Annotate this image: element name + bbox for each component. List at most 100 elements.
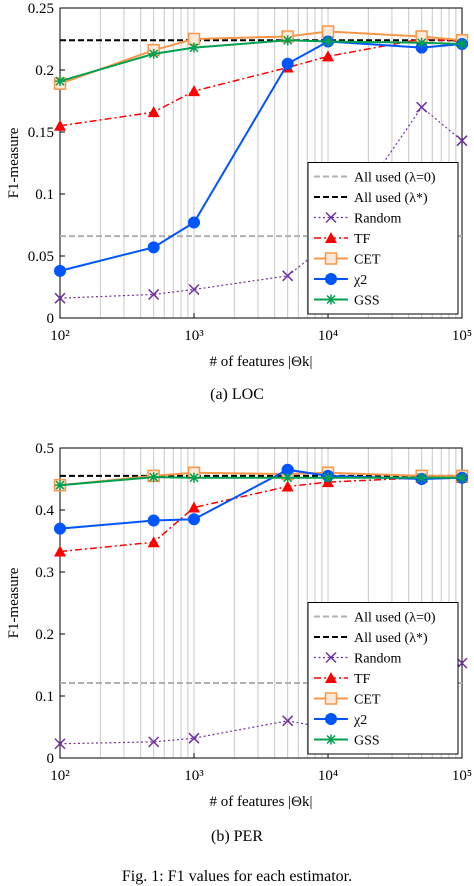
legend: All used (λ=0) All used (λ*) Random TF CET χ2… bbox=[307, 602, 459, 755]
data-point-tf bbox=[54, 545, 66, 557]
data-point-random bbox=[188, 732, 200, 744]
figure-caption: Fig. 1: F1 values for each estimator. bbox=[121, 868, 353, 885]
y-axis-label: F1-measure bbox=[6, 127, 22, 198]
legend-label: TF bbox=[354, 672, 371, 687]
legend-marker bbox=[325, 672, 337, 683]
legend-label: All used (λ=0) bbox=[354, 611, 436, 626]
data-point-cet bbox=[321, 25, 335, 38]
legend-label: All used (λ=0) bbox=[354, 171, 436, 186]
legend-marker bbox=[324, 252, 338, 265]
x-tick-label: 10⁴ bbox=[318, 768, 338, 784]
legend-marker bbox=[325, 211, 337, 224]
data-point-random bbox=[416, 101, 428, 113]
y-axis-label: F1-measure bbox=[6, 567, 22, 638]
per-chart: 0 0.1 0.2 0.3 0.4 0.5 10² 10³ 10⁴ 10⁵ # of feature… bbox=[6, 441, 472, 810]
data-point-2 bbox=[147, 514, 160, 527]
legend-label: GSS bbox=[354, 734, 380, 749]
legend-marker bbox=[326, 294, 336, 305]
series-gss bbox=[55, 35, 467, 87]
data-point-2 bbox=[54, 522, 66, 535]
legend-marker bbox=[326, 734, 336, 745]
data-point-gss bbox=[457, 38, 467, 49]
x-tick-label: 10⁵ bbox=[452, 768, 472, 784]
legend-label: TF bbox=[354, 232, 371, 247]
series-gss bbox=[55, 472, 467, 491]
y-tick-label: 0.1 bbox=[35, 689, 54, 705]
data-point-random bbox=[282, 715, 294, 727]
y-tick-label: 0.5 bbox=[35, 441, 54, 457]
data-point-2 bbox=[281, 57, 294, 70]
y-tick-label: 0.05 bbox=[28, 249, 54, 265]
data-point-random bbox=[148, 288, 160, 300]
data-point-gss bbox=[148, 472, 159, 483]
y-tick-label: 0.3 bbox=[35, 565, 54, 581]
loc-chart: 0 0.05 0.1 0.15 0.2 0.25 10² 10³ 10⁴ 10⁵ # of feat… bbox=[6, 1, 472, 370]
data-point-random bbox=[456, 135, 468, 147]
legend-label: All used (λ*) bbox=[354, 191, 428, 206]
y-tick-label: 0.2 bbox=[35, 63, 54, 79]
data-point-tf bbox=[188, 501, 200, 513]
data-point-gss bbox=[457, 472, 467, 483]
data-point-gss bbox=[323, 36, 333, 47]
legend-marker bbox=[325, 651, 337, 664]
data-point-2 bbox=[54, 264, 66, 277]
data-point-gss bbox=[323, 472, 333, 483]
legend-label: CET bbox=[354, 253, 381, 268]
data-point-tf bbox=[322, 50, 334, 62]
data-point-gss bbox=[148, 48, 159, 59]
data-point-tf bbox=[147, 106, 160, 118]
legend-label: All used (λ*) bbox=[354, 631, 428, 646]
loc-subcaption: (a) LOC bbox=[210, 386, 264, 403]
y-tick-label: 0.15 bbox=[28, 125, 54, 141]
x-tick-label: 10² bbox=[50, 768, 70, 784]
data-point-random bbox=[456, 657, 468, 669]
data-point-random bbox=[54, 738, 66, 750]
per-subcaption: (b) PER bbox=[211, 828, 263, 845]
legend-label: CET bbox=[354, 693, 381, 708]
legend-marker bbox=[325, 273, 337, 285]
plot-frame bbox=[59, 7, 463, 319]
x-tick-label: 10² bbox=[50, 328, 70, 344]
legend-marker bbox=[324, 692, 338, 705]
data-point-gss bbox=[416, 472, 427, 483]
data-point-2 bbox=[188, 216, 200, 229]
data-point-tf bbox=[188, 85, 200, 97]
y-tick-label: 0 bbox=[47, 311, 55, 327]
data-point-random bbox=[54, 292, 66, 304]
data-point-gss bbox=[282, 472, 293, 483]
plot-frame bbox=[59, 447, 463, 759]
x-tick-label: 10⁵ bbox=[452, 328, 472, 344]
y-tick-label: 0.4 bbox=[35, 503, 54, 519]
data-point-tf bbox=[281, 480, 294, 492]
legend-label: Random bbox=[354, 212, 402, 227]
x-axis-label: # of features |Θk| bbox=[209, 354, 312, 370]
legend-label: χ2 bbox=[353, 713, 367, 728]
legend: All used (λ=0) All used (λ*) Random TF CET χ2… bbox=[307, 162, 459, 315]
data-point-tf bbox=[147, 536, 160, 548]
data-point-gss bbox=[189, 42, 199, 53]
legend-marker bbox=[325, 232, 337, 243]
y-tick-label: 0.1 bbox=[35, 187, 54, 203]
x-tick-label: 10³ bbox=[184, 328, 204, 344]
data-point-random bbox=[148, 736, 160, 748]
legend-label: χ2 bbox=[353, 273, 367, 288]
data-point-tf bbox=[54, 119, 66, 131]
x-tick-label: 10⁴ bbox=[318, 328, 338, 344]
x-axis-label: # of features |Θk| bbox=[209, 794, 312, 810]
y-tick-label: 0.25 bbox=[28, 1, 54, 17]
data-point-gss bbox=[55, 76, 65, 87]
data-point-random bbox=[188, 283, 200, 296]
data-point-gss bbox=[416, 37, 427, 48]
legend-label: GSS bbox=[354, 294, 380, 309]
data-point-2 bbox=[188, 513, 200, 526]
data-point-gss bbox=[189, 472, 199, 483]
data-point-2 bbox=[147, 241, 160, 254]
data-point-gss bbox=[282, 35, 293, 46]
legend-label: Random bbox=[354, 652, 402, 667]
data-point-random bbox=[282, 270, 294, 282]
legend-marker bbox=[325, 713, 337, 725]
y-tick-label: 0.2 bbox=[35, 627, 54, 643]
x-tick-label: 10³ bbox=[184, 768, 204, 784]
y-tick-label: 0 bbox=[47, 751, 55, 767]
data-point-gss bbox=[55, 480, 65, 491]
